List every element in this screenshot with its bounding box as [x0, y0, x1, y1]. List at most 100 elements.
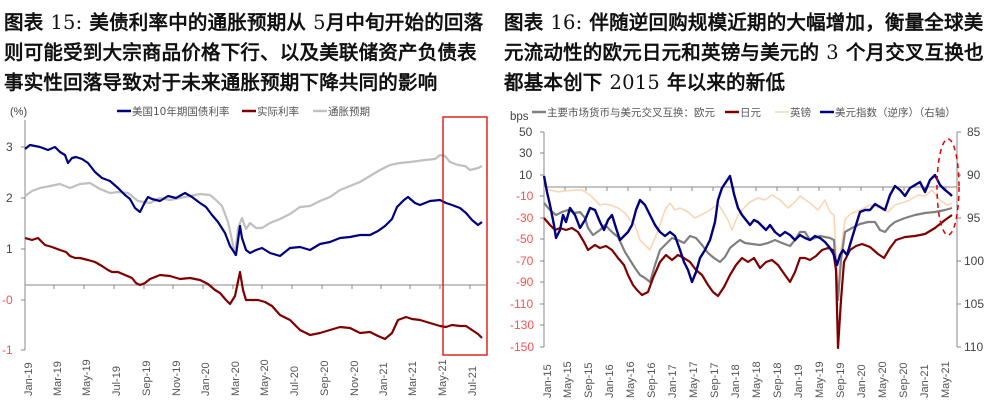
title-prefix: 图表: [504, 11, 544, 34]
svg-text:30: 30: [519, 146, 533, 160]
svg-text:May-17: May-17: [688, 361, 700, 398]
svg-text:-30: -30: [516, 211, 534, 225]
svg-text:-130: -130: [510, 318, 534, 332]
svg-text:Jan-21: Jan-21: [919, 364, 931, 398]
svg-text:May-20: May-20: [877, 361, 889, 398]
legend-item-eur: 主要市场货币与美元交叉互换：欧元: [547, 106, 715, 119]
series-gbp: [543, 187, 953, 291]
legend-item-gbp: 英镑: [790, 106, 811, 119]
figure-15-title: 图表 15: 美债利率中的通胀预期从 5月中旬开始的回落则可能受到大宗商品价格下…: [4, 8, 496, 98]
svg-text:105: 105: [964, 297, 984, 311]
series-eur: [543, 202, 953, 302]
svg-text:110: 110: [964, 340, 983, 354]
svg-text:95: 95: [967, 211, 981, 225]
y-tick-labels: 3 2 1 -0 -1: [2, 140, 13, 357]
series-inflation-expectation: [24, 153, 483, 257]
svg-text:May-18: May-18: [751, 361, 763, 398]
svg-text:100: 100: [964, 254, 984, 268]
svg-text:Mar-20: Mar-20: [230, 361, 242, 396]
svg-text:Jan-15: Jan-15: [542, 364, 554, 398]
svg-text:May-21: May-21: [437, 359, 449, 396]
svg-text:Nov-20: Nov-20: [349, 361, 361, 396]
svg-text:Jul-20: Jul-20: [289, 366, 301, 396]
title-text: 伴随逆回购规模近期的大幅增加，衡量全球美元流动性的欧元日元和英镑与美元的: [504, 11, 984, 64]
svg-text:Sep-19: Sep-19: [141, 361, 153, 396]
legend-item-real-rate: 实际利率: [257, 105, 299, 118]
figure-16-panel: 图表 16: 伴随逆回购规模近期的大幅增加，衡量全球美元流动性的欧元日元和英镑与…: [500, 0, 1000, 404]
series-real-rate: [24, 236, 483, 341]
svg-text:2: 2: [6, 191, 13, 205]
svg-text:-150: -150: [510, 340, 534, 354]
svg-text:May-20: May-20: [259, 359, 271, 396]
svg-text:Sep-19: Sep-19: [835, 363, 847, 398]
svg-text:May-19: May-19: [81, 359, 93, 396]
svg-text:-110: -110: [510, 297, 533, 311]
svg-text:Jan-21: Jan-21: [378, 362, 390, 396]
series-usd-index: [542, 173, 953, 284]
svg-text:Sep-17: Sep-17: [709, 363, 721, 398]
svg-text:50: 50: [519, 125, 533, 139]
svg-text:90: 90: [967, 168, 981, 182]
svg-text:-0: -0: [2, 293, 13, 307]
svg-text:Jan-17: Jan-17: [667, 364, 679, 398]
title-text: 个月交叉互换也都基本创下: [504, 41, 984, 94]
highlight-box: [442, 116, 488, 356]
legend-item-jpy: 日元: [740, 107, 761, 119]
svg-text:Jan-16: Jan-16: [604, 364, 616, 398]
svg-text:Sep-20: Sep-20: [898, 363, 910, 398]
series-us10y: [24, 143, 483, 258]
svg-text:Jul-21: Jul-21: [467, 366, 479, 396]
svg-text:-90: -90: [516, 275, 534, 289]
svg-text:-50: -50: [516, 232, 534, 246]
figure-15-panel: 图表 15: 美债利率中的通胀预期从 5月中旬开始的回落则可能受到大宗商品价格下…: [2, 8, 496, 396]
svg-text:Nov-19: Nov-19: [171, 361, 183, 396]
legend-item-us10y: 美国10年期国债利率: [132, 105, 229, 118]
y-axis-unit: (%): [10, 106, 27, 118]
y-tick-labels-right: 85 90 95 100 105 110: [964, 125, 984, 354]
svg-text:Sep-20: Sep-20: [319, 361, 331, 396]
svg-text:Jan-20: Jan-20: [200, 362, 212, 396]
svg-text:Jul-19: Jul-19: [111, 366, 123, 396]
legend-item-usd-index: 美元指数（逆序）（右轴）: [835, 106, 956, 119]
svg-text:Sep-18: Sep-18: [772, 363, 784, 398]
svg-text:-1: -1: [2, 343, 13, 357]
svg-text:May-19: May-19: [814, 361, 826, 398]
figure-16-chart: bps 主要市场货币与美元交叉互换：欧元 日元 英镑 美元指数（逆序）（右轴） …: [510, 106, 984, 398]
title-number: 3: [826, 41, 839, 64]
title-number: 2015: [609, 71, 660, 94]
title-number: 5: [313, 11, 326, 34]
svg-text:May-16: May-16: [625, 361, 637, 398]
title-text: 美债利率中的通胀预期从: [89, 11, 307, 34]
svg-text:Sep-16: Sep-16: [646, 363, 658, 398]
svg-text:Mar-21: Mar-21: [407, 361, 419, 396]
legend-item-inflation-expectation: 通胀预期: [328, 106, 370, 118]
svg-text:Jan-20: Jan-20: [856, 364, 868, 398]
figure-15-chart: (%) 美国10年期国债利率 实际利率 通胀预期 3 2 1 -0 -1: [2, 105, 488, 396]
svg-text:Sep-15: Sep-15: [583, 363, 595, 398]
y-tick-labels-left: 50 30 10 -10 -30 -50 -70 -90 -110 -130 -…: [510, 125, 534, 354]
svg-text:Jan-19: Jan-19: [793, 364, 805, 398]
title-number: 16:: [550, 11, 583, 34]
x-tick-labels: Jan-15 May-15 Sep-15 Jan-16 May-16 Sep-1…: [542, 361, 952, 398]
svg-text:Jan-19: Jan-19: [23, 362, 35, 396]
svg-text:-70: -70: [516, 254, 534, 268]
svg-text:May-15: May-15: [562, 361, 574, 398]
figure-16-title: 图表 16: 伴随逆回购规模近期的大幅增加，衡量全球美元流动性的欧元日元和英镑与…: [504, 8, 996, 98]
title-text: 年以来的新低: [666, 71, 786, 94]
y-axis-unit: bps: [510, 111, 529, 123]
svg-text:1: 1: [6, 242, 13, 256]
svg-text:10: 10: [519, 168, 533, 182]
highlight-ellipse: [936, 138, 960, 236]
legend: 主要市场货币与美元交叉互换：欧元 日元 英镑 美元指数（逆序）（右轴）: [532, 106, 956, 119]
title-prefix: 图表: [4, 11, 44, 34]
svg-text:-10: -10: [516, 189, 534, 203]
series-jpy: [543, 214, 953, 350]
svg-text:85: 85: [967, 125, 981, 139]
svg-text:Mar-19: Mar-19: [52, 361, 64, 396]
title-text: 月中旬开始的回落则可能受到大宗商品价格下行、以及美联储资产负债表事实性回落导致对…: [4, 11, 484, 94]
svg-text:May-21: May-21: [940, 361, 952, 398]
title-number: 15:: [50, 11, 83, 34]
svg-text:Jan-18: Jan-18: [730, 364, 742, 398]
legend: 美国10年期国债利率 实际利率 通胀预期: [117, 105, 370, 118]
svg-text:3: 3: [6, 140, 13, 154]
